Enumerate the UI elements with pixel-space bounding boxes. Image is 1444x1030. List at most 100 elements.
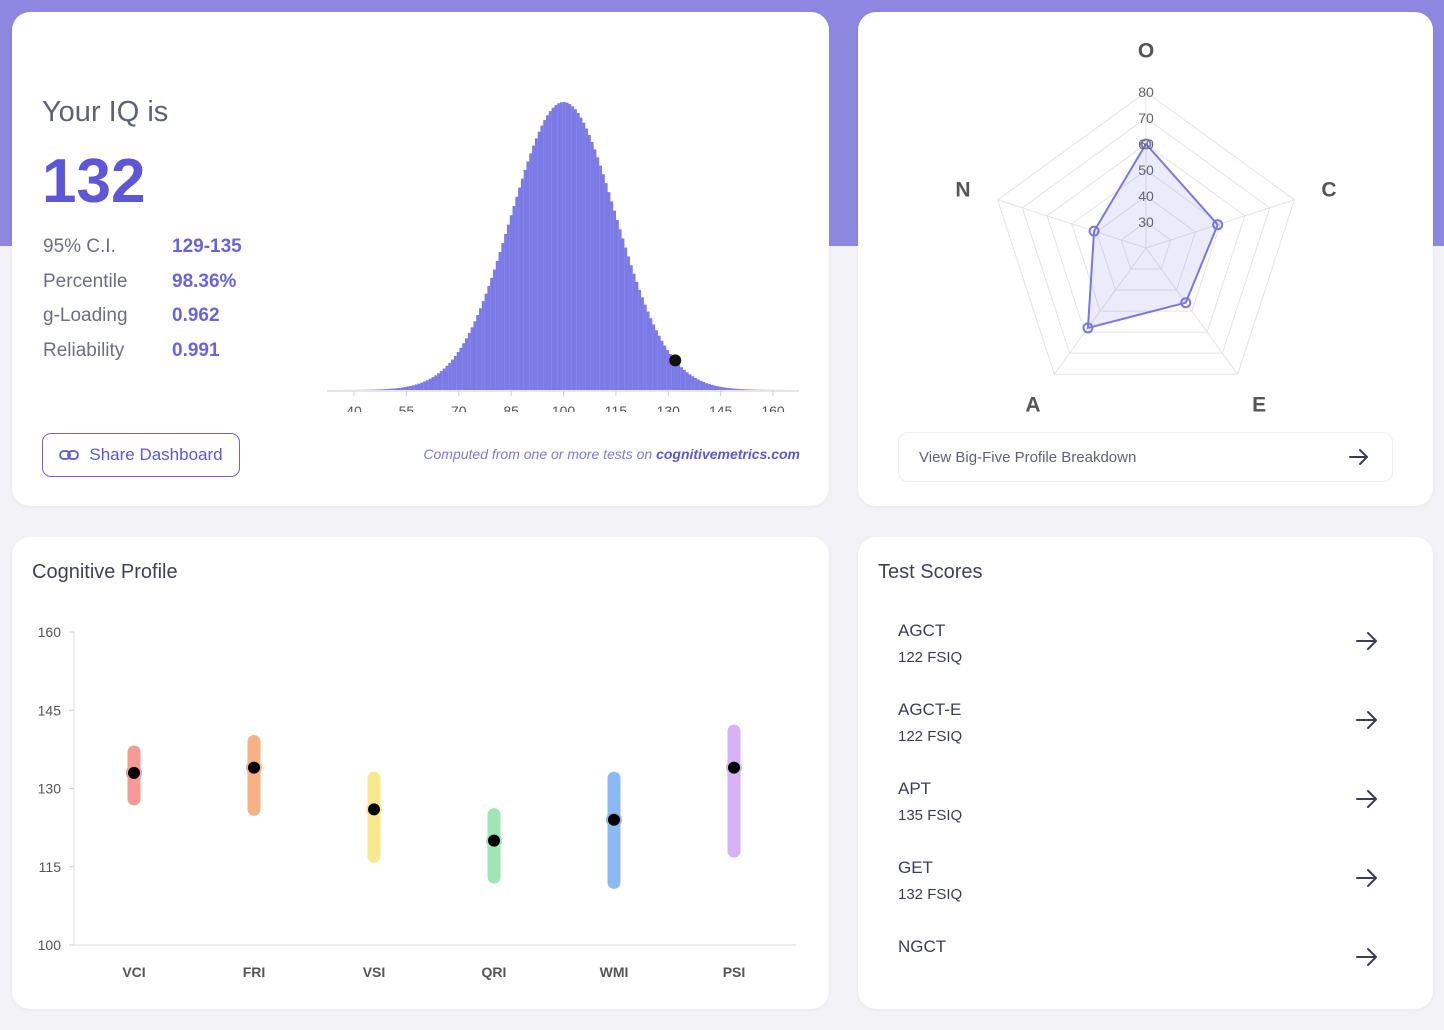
y-tick-label: 130 [38,781,62,797]
distribution-bar [741,389,745,390]
distribution-bar [660,340,664,390]
test-name: AGCT-E [898,700,962,719]
distribution-bar [735,388,739,390]
distribution-bar [470,327,474,390]
distribution-bar [618,229,622,390]
distribution-bar [403,387,407,390]
distribution-bar [613,210,616,390]
distribution-bar [467,333,471,390]
distribution-bar [643,304,647,390]
test-item[interactable]: GET 132 FSIQ [898,858,1393,928]
y-tick-label: 160 [38,624,62,640]
distribution-bar [420,382,424,390]
y-tick-label: 115 [39,859,62,875]
distribution-bar [607,192,611,390]
x-tick-label: 115 [605,403,628,412]
test-item[interactable]: NGCT [898,937,1393,1007]
share-dashboard-button[interactable]: Share Dashboard [42,433,240,477]
arrow-right-icon[interactable] [1355,710,1379,730]
distribution-bar [582,122,586,390]
x-tick-label: 40 [346,403,362,412]
distribution-bar [671,357,675,390]
distribution-bar [456,352,460,390]
distribution-bar [573,109,577,390]
radar-grid-ring [1046,143,1246,333]
distribution-bar [504,233,508,390]
score-point [246,759,262,776]
radar-axis-label: A [1025,394,1040,417]
stat-percentile: Percentile 98.36% [43,265,242,300]
stat-value: 98.36% [172,270,237,292]
radar-tick-label: 60 [1138,136,1154,152]
distribution-bar [386,388,390,390]
stat-label: Percentile [43,270,128,292]
radar-area [1086,142,1219,330]
distribution-bar [579,117,583,391]
radar-axis-label: N [955,179,970,202]
distribution-bar [479,308,482,390]
distribution-bar [534,138,538,390]
iq-distribution-chart: 40 55 70 85 100 115 130 145 160 [327,102,799,412]
distribution-bar [492,269,496,390]
x-tick-label: 100 [552,403,576,412]
arrow-right-icon[interactable] [1355,947,1379,967]
distribution-bar [708,384,711,390]
x-tick-label: PSI [723,964,746,980]
share-dashboard-label: Share Dashboard [89,445,223,464]
test-item[interactable]: APT 135 FSIQ [898,779,1393,849]
x-tick-label: 160 [761,403,785,412]
your-iq-marker [669,354,682,367]
distribution-bar [378,389,382,390]
radar-point [1180,297,1192,309]
score-point [366,801,382,818]
distribution-bar [498,252,502,390]
distribution-bar [624,247,628,390]
test-name: APT [898,779,932,798]
distribution-bar [722,387,725,390]
distribution-bar [434,375,438,390]
distribution-bar [727,388,731,390]
stat-reliability: Reliability 0.991 [43,334,242,369]
distribution-bar [554,105,558,391]
test-score: 122 FSIQ [898,728,963,745]
distribution-bar [397,387,401,390]
iq-value: 132 [42,147,146,216]
radar-grid-ring [1021,117,1271,354]
test-name: AGCT [898,621,946,640]
distribution-bar [518,187,522,390]
distribution-bar [699,380,703,390]
distribution-bar [638,289,642,390]
distribution-bar [406,386,410,390]
distribution-bar [495,260,499,390]
arrow-right-icon [1349,449,1368,465]
distribution-bar [465,338,468,390]
big-five-breakdown-link[interactable]: View Big-Five Profile Breakdown [898,432,1393,482]
iq-title: Your IQ is [42,96,169,128]
arrow-right-icon[interactable] [1355,631,1379,651]
distribution-bar [668,354,672,390]
distribution-bar [431,377,435,390]
radar-spoke [1053,247,1147,375]
test-item[interactable]: AGCT 122 FSIQ [898,621,1393,691]
stat-ci: 95% C.I. 129-135 [43,230,242,265]
distribution-bar [381,389,385,390]
x-tick-label: 70 [451,403,467,412]
test-item[interactable]: AGCT-E 122 FSIQ [898,700,1393,770]
score-point [606,811,622,828]
distribution-bar [512,206,516,390]
distribution-bar [571,106,575,390]
arrow-right-icon[interactable] [1355,868,1379,888]
distribution-bar [557,103,561,390]
distribution-bar [710,384,714,390]
arrow-right-icon[interactable] [1355,789,1379,809]
distribution-bar [540,125,544,390]
stat-label: g-Loading [43,305,128,327]
x-tick-label: VSI [363,964,386,980]
distribution-bar [501,243,505,390]
distribution-bar [462,343,466,390]
distribution-bar [641,297,644,390]
distribution-bar [663,345,667,390]
site-link[interactable]: cognitivemetrics.com [656,446,800,462]
distribution-bar [587,134,591,390]
x-tick-label: WMI [600,964,629,980]
